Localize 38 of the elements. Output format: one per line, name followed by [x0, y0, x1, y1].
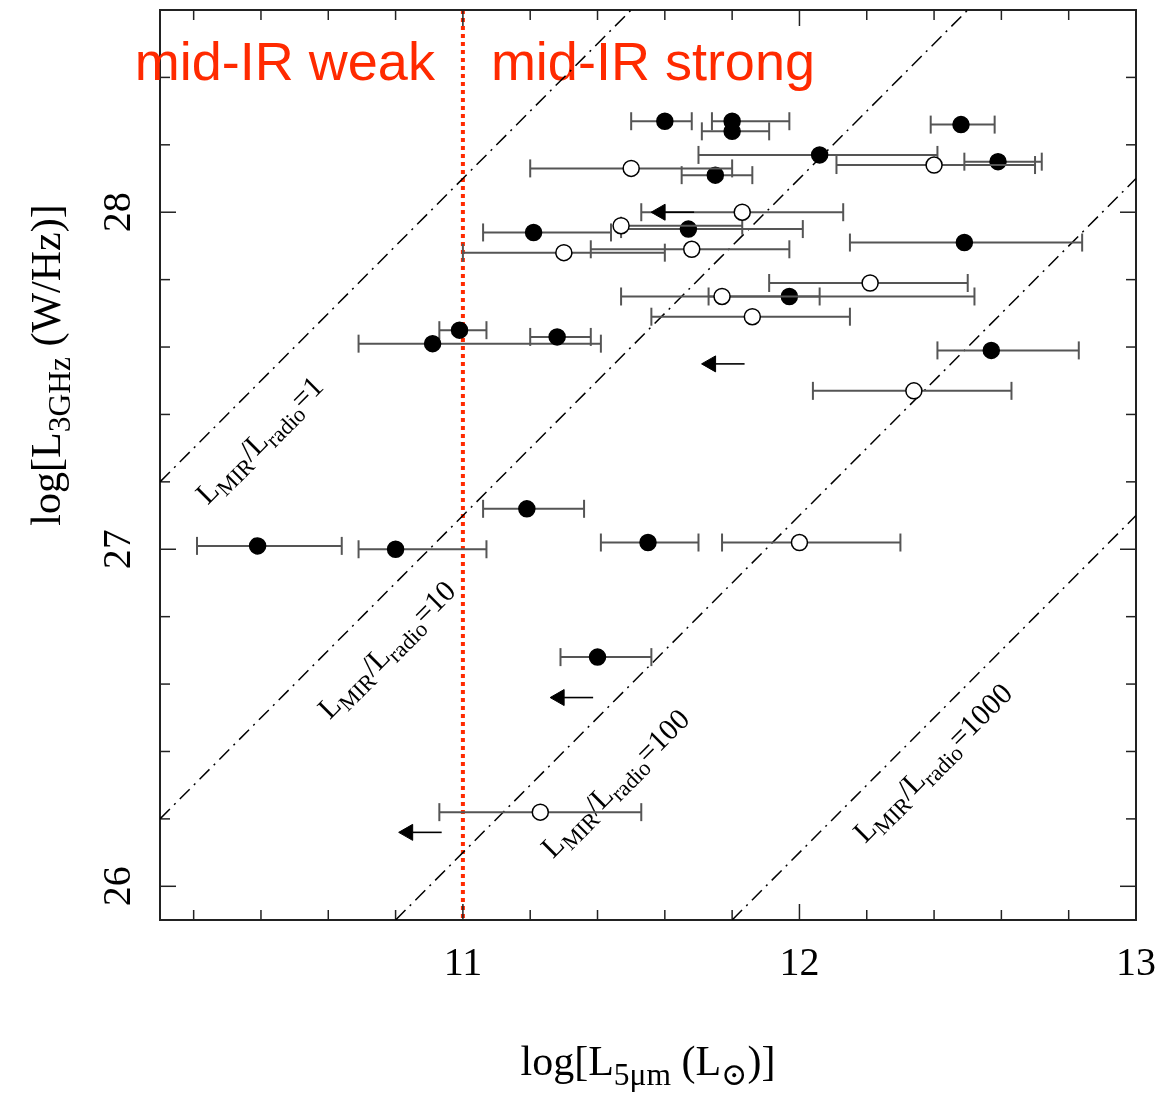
point [386, 540, 405, 559]
x-tick-label: 11 [443, 939, 483, 984]
point [423, 334, 442, 353]
point [531, 803, 550, 821]
x-axis-title: log[L$_{5μm}$ (L$_{⊙}$)] [520, 1038, 776, 1092]
point [982, 341, 1001, 360]
point [555, 243, 573, 262]
point [450, 321, 469, 339]
point [905, 382, 923, 400]
x-tick-label: 13 [1116, 939, 1156, 984]
point [925, 156, 943, 174]
point [701, 355, 717, 373]
point [952, 115, 970, 134]
point [622, 159, 640, 178]
point [639, 533, 657, 552]
point [713, 287, 731, 306]
point [548, 328, 566, 346]
point [398, 823, 414, 841]
point [706, 166, 725, 184]
point [743, 307, 762, 326]
y-tick-label: 26 [94, 866, 139, 907]
y-tick-label: 27 [94, 529, 139, 570]
point [861, 274, 879, 292]
point [955, 233, 974, 252]
point [656, 112, 674, 130]
point [650, 203, 666, 221]
point [733, 203, 751, 221]
point [248, 537, 267, 555]
y-tick-label: 28 [94, 192, 139, 233]
point [810, 146, 829, 164]
point [588, 648, 607, 666]
point [549, 689, 565, 707]
x-tick-label: 12 [779, 939, 820, 984]
point [790, 533, 809, 552]
point [518, 500, 536, 518]
point [524, 223, 543, 242]
point [683, 240, 701, 259]
annotation: mid-IR strong [490, 31, 815, 91]
